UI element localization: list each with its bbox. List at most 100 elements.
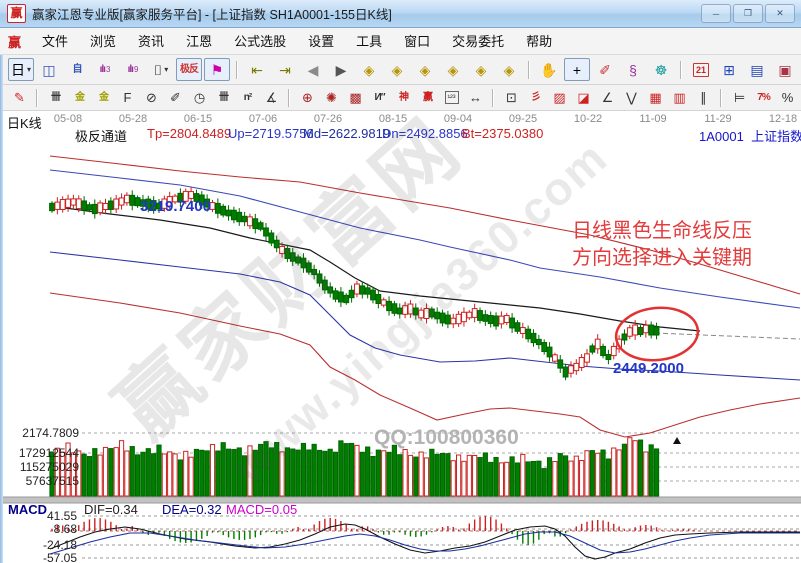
compress-h-diamond-icon[interactable]: ◈ bbox=[447, 61, 459, 78]
trend-pencil-icon[interactable]: ✐ bbox=[170, 89, 181, 105]
candle-body bbox=[300, 257, 307, 269]
v-lines-icon[interactable]: ⋁ bbox=[626, 89, 637, 105]
min3-bars-icon[interactable]: ılı 3 bbox=[99, 63, 111, 75]
gann-fan-icon[interactable]: 彡 bbox=[531, 91, 541, 103]
first-page-icon[interactable]: ⇤ bbox=[251, 61, 263, 78]
candle-body bbox=[295, 256, 302, 264]
volume-bar bbox=[274, 442, 280, 497]
hand-drag-icon[interactable]: ✋ bbox=[540, 61, 558, 78]
expand-v-diamond-icon[interactable]: ◈ bbox=[475, 61, 487, 78]
grid-tool-icon[interactable]: 卌 bbox=[219, 91, 229, 103]
fibonacci-icon[interactable]: F bbox=[123, 89, 132, 105]
chart-area[interactable]: 赢家财富网 www.yingjia360.com 日K线 05-08 05-28 0… bbox=[0, 101, 801, 563]
menu-item-设置[interactable]: 设置 bbox=[308, 34, 335, 49]
volume-bar bbox=[247, 445, 253, 497]
angle-tool-icon[interactable]: ∡ bbox=[265, 89, 278, 105]
close-button[interactable]: ✕ bbox=[765, 4, 795, 23]
scroll-left-icon[interactable]: ◀ bbox=[307, 61, 319, 78]
candle-body bbox=[321, 279, 328, 291]
macd-indicator-label[interactable]: MACD bbox=[8, 502, 47, 517]
volume-bar bbox=[65, 442, 71, 497]
menu-item-公式选股[interactable]: 公式选股 bbox=[234, 34, 287, 49]
gold-ratio-icon[interactable]: 金 bbox=[75, 91, 85, 103]
menu-item-浏览[interactable]: 浏览 bbox=[90, 34, 117, 49]
volume-bar bbox=[482, 452, 488, 497]
menu-item-资讯[interactable]: 资讯 bbox=[138, 34, 165, 49]
price-scale-icon[interactable]: ⊨ bbox=[733, 89, 746, 105]
menu-item-帮助[interactable]: 帮助 bbox=[526, 34, 553, 49]
ying-tool-icon[interactable]: 赢 bbox=[423, 91, 433, 103]
menu-item-交易委托[interactable]: 交易委托 bbox=[452, 34, 505, 49]
maximize-button[interactable]: ❐ bbox=[733, 4, 763, 23]
expand-h-diamond-icon[interactable]: ◈ bbox=[419, 61, 431, 78]
cycle-teal-icon[interactable]: ☸ bbox=[654, 61, 668, 78]
calendar-icon[interactable]: 21 bbox=[688, 58, 714, 81]
f10-info-icon[interactable]: 自 bbox=[72, 63, 83, 75]
jifan-channel-button[interactable]: 极反 bbox=[176, 58, 202, 81]
box-range-icon[interactable]: ⊡ bbox=[506, 89, 517, 105]
candle-body bbox=[600, 345, 606, 357]
target-tool-icon[interactable]: ⊕ bbox=[302, 89, 313, 105]
volume-bar bbox=[183, 450, 189, 497]
candle-style-button[interactable]: ⌷ ▾ bbox=[153, 61, 169, 78]
menu-item-工具[interactable]: 工具 bbox=[356, 34, 383, 49]
save-icon[interactable]: ▣ bbox=[778, 61, 792, 78]
volume-bar bbox=[413, 456, 419, 497]
crosshair-icon[interactable]: + bbox=[564, 58, 590, 81]
minimize-button[interactable]: ─ bbox=[701, 4, 731, 23]
min9-bars-icon[interactable]: ılı 9 bbox=[127, 63, 139, 75]
kline-period-button[interactable]: 日 ▾ bbox=[8, 58, 34, 81]
volume-bar bbox=[263, 441, 269, 497]
measure-h-icon[interactable]: ↔ bbox=[469, 89, 482, 105]
market-grid-icon[interactable]: ◫ bbox=[42, 61, 56, 78]
menu-item-文件[interactable]: 文件 bbox=[42, 34, 69, 49]
angle-lines-icon[interactable]: ∠ bbox=[601, 89, 614, 105]
shen-tool-icon[interactable]: 神 bbox=[399, 91, 409, 103]
candle-body bbox=[236, 211, 243, 223]
parallel-lines-icon[interactable]: ∥ bbox=[700, 89, 707, 105]
indicator-name-label[interactable]: 极反通道 bbox=[75, 129, 128, 144]
volume-bar bbox=[86, 456, 93, 497]
fan-corner-icon[interactable]: ◪ bbox=[577, 89, 590, 105]
volume-bar bbox=[343, 443, 349, 497]
volume-bar bbox=[220, 442, 226, 497]
spiral-tool-icon[interactable]: ✺ bbox=[326, 89, 337, 105]
candle-body bbox=[525, 328, 532, 340]
red-grid-icon[interactable]: ▦ bbox=[649, 89, 662, 105]
date-tick-label: 11-29 bbox=[704, 113, 732, 125]
time-cycle-icon[interactable]: ◷ bbox=[193, 89, 206, 105]
gold-section-icon[interactable]: 金 bbox=[99, 91, 109, 103]
angle-draw-icon[interactable]: ✐ bbox=[599, 61, 611, 78]
brush-tool-icon[interactable]: ✎ bbox=[14, 89, 25, 105]
scroll-right-icon[interactable]: ▶ bbox=[335, 61, 347, 78]
circle-tool-icon[interactable]: ⊘ bbox=[146, 89, 157, 105]
candle-body bbox=[578, 357, 585, 368]
wave-tool-icon[interactable]: И″ bbox=[374, 91, 386, 103]
menu-item-江恩[interactable]: 江恩 bbox=[186, 34, 213, 49]
kline-chart-canvas[interactable] bbox=[0, 111, 801, 563]
red-grid2-icon[interactable]: ▥ bbox=[673, 89, 686, 105]
ruler-123-icon[interactable]: ¹²³ bbox=[440, 86, 463, 109]
square-n2-icon[interactable]: n² bbox=[243, 91, 253, 103]
candle-body bbox=[177, 192, 184, 203]
last-page-icon[interactable]: ⇥ bbox=[279, 61, 291, 78]
flag-marker-button[interactable]: ⚑ bbox=[204, 58, 230, 81]
menu-item-窗口[interactable]: 窗口 bbox=[404, 34, 431, 49]
date-tick-label: 06-15 bbox=[183, 113, 213, 125]
zoom-in-diamond-icon[interactable]: ◈ bbox=[391, 61, 403, 78]
gann-purple-icon[interactable]: § bbox=[629, 61, 637, 78]
square-spiral-icon[interactable]: ▩ bbox=[349, 89, 362, 105]
memo-icon[interactable]: ▤ bbox=[750, 61, 764, 78]
percent-drop-icon[interactable]: 7% bbox=[757, 91, 770, 103]
calculator-icon[interactable]: ⊞ bbox=[723, 61, 735, 78]
volume-bar bbox=[359, 451, 365, 497]
compress-v-diamond-icon[interactable]: ◈ bbox=[503, 61, 515, 78]
volume-bar bbox=[140, 451, 146, 497]
percent-icon[interactable]: % bbox=[781, 89, 794, 105]
price-grid-icon[interactable]: 卌 bbox=[51, 91, 61, 103]
zoom-out-diamond-icon[interactable]: ◈ bbox=[363, 61, 375, 78]
title-bar[interactable]: 赢 赢家江恩专业版[赢家服务平台] - [上证指数 SH1A0001-155日K… bbox=[0, 0, 801, 28]
high-price-annotation: 3219.7400 bbox=[140, 198, 211, 215]
fan-box-icon[interactable]: ▨ bbox=[553, 89, 566, 105]
